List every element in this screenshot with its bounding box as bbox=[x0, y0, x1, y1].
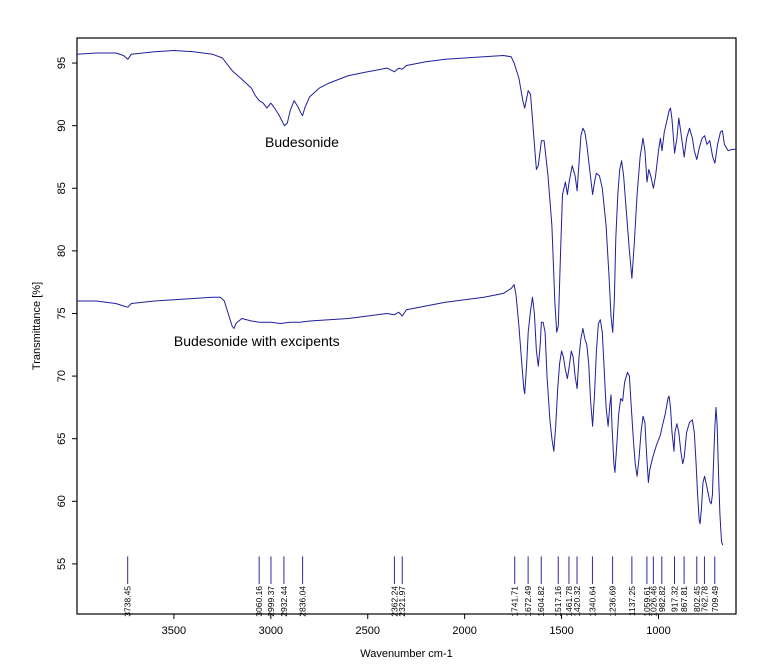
peak-label: 2999.37 bbox=[266, 586, 276, 617]
y-tick-label: 60 bbox=[56, 495, 68, 507]
peak-label: 867.81 bbox=[679, 586, 689, 612]
peak-label: 2932.44 bbox=[279, 586, 289, 617]
x-tick-label: 2000 bbox=[452, 625, 476, 637]
peak-label: 802.45 bbox=[692, 586, 702, 612]
series-annotation: Budesonide bbox=[265, 134, 339, 150]
peak-label: 762.78 bbox=[699, 586, 709, 612]
peak-label: 1517.16 bbox=[553, 586, 563, 617]
peak-label: 1026.46 bbox=[648, 586, 658, 617]
x-axis-label: Wavenumber cm-1 bbox=[360, 648, 453, 660]
peak-label: 982.82 bbox=[657, 586, 667, 612]
y-tick-label: 80 bbox=[56, 245, 68, 257]
series-annotation: Budesonide with excipents bbox=[174, 333, 340, 349]
peak-label: 709.49 bbox=[710, 586, 720, 612]
x-tick-label: 1000 bbox=[646, 625, 670, 637]
peak-label: 1741.71 bbox=[510, 586, 520, 617]
x-tick-label: 1500 bbox=[549, 625, 573, 637]
y-axis-label: Transmittance [%] bbox=[31, 282, 43, 370]
x-tick-label: 3000 bbox=[259, 625, 283, 637]
x-tick-label: 3500 bbox=[162, 625, 186, 637]
peak-label: 1672.49 bbox=[523, 586, 533, 617]
peak-label: 2362.24 bbox=[389, 586, 399, 617]
peak-label: 1137.25 bbox=[627, 586, 637, 616]
peak-label: 1420.32 bbox=[572, 586, 582, 617]
peak-label: 1059.61 bbox=[642, 586, 652, 617]
y-tick-label: 65 bbox=[56, 433, 68, 445]
peak-label: 2321.97 bbox=[397, 586, 407, 617]
y-tick-label: 85 bbox=[56, 182, 68, 194]
peak-label: 917.32 bbox=[669, 586, 679, 612]
peak-label: 3060.16 bbox=[254, 586, 264, 617]
peak-label: 3738.45 bbox=[123, 586, 133, 617]
y-tick-label: 75 bbox=[56, 307, 68, 319]
y-tick-label: 95 bbox=[56, 57, 68, 69]
plot-frame bbox=[76, 37, 737, 615]
plot-area: 55 60 65 70 75 80 85 90 95 3500 3000 2500 2000 1500 10… bbox=[56, 37, 737, 637]
x-tick-label: 2500 bbox=[355, 625, 379, 637]
peak-label: 1236.69 bbox=[608, 586, 618, 617]
y-tick-label: 70 bbox=[56, 370, 68, 382]
series-line-budesonide bbox=[76, 50, 736, 333]
series-line-budesonide-with-excipents bbox=[77, 284, 724, 546]
peak-label: 1461.78 bbox=[564, 586, 574, 617]
y-tick-label: 90 bbox=[56, 120, 68, 132]
peak-label: 1604.82 bbox=[536, 586, 546, 617]
y-tick-label: 55 bbox=[56, 558, 68, 570]
peak-label: 1340.64 bbox=[587, 586, 597, 617]
peak-label: 2836.04 bbox=[298, 586, 308, 617]
